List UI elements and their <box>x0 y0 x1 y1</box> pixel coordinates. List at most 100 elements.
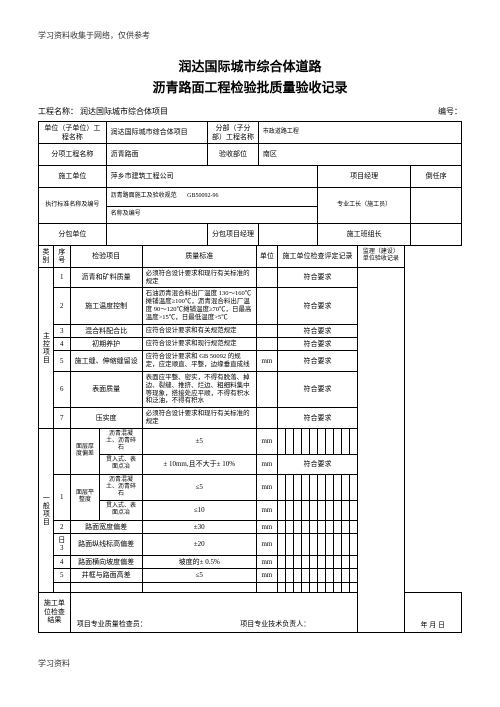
duty-label: 倒任序 <box>411 166 462 188</box>
team-leader-label: 施工班组长 <box>318 224 411 246</box>
table-cell: 施工缝、伸缩缝留设 <box>70 351 142 372</box>
table-cell: ±20 <box>142 533 256 555</box>
table-cell: 应符合设计要求和现行规范规定 <box>142 337 256 350</box>
table-cell: 路面纵线标高偏差 <box>70 533 142 555</box>
table-row: 6 <box>53 371 70 407</box>
table-cell: 路面宽度偏差 <box>70 520 142 533</box>
exec-std-code: GB50092-96 <box>187 193 218 199</box>
table-row: 4 <box>53 337 70 350</box>
contractor-label: 施工单位 <box>39 166 107 188</box>
sub-label: 分部（子分部）工程名称 <box>208 122 259 144</box>
header-note: 学习资料收集于网络，仅供参考 <box>38 30 462 41</box>
table-cell: ≤5 <box>142 569 256 582</box>
pq-inspector-label: 项目专业质量检查员： <box>77 620 147 628</box>
exec-std-label: 执行标准名称及编号 <box>39 188 107 224</box>
subcon-pm-label: 分包项目经理 <box>208 224 259 246</box>
unit-label: 单位（子单位）工程名称 <box>39 122 107 144</box>
hdr-seq: 序号 <box>53 246 70 268</box>
table-cell: 符合要求 <box>277 288 357 324</box>
meta-row: 工程名称： 润达国际城市综合体项目 编号： <box>38 106 462 117</box>
layer-group: 面层厚度偏差 <box>70 428 100 474</box>
project-label: 工程名称： <box>38 107 78 116</box>
table-cell: 表面应平整、密实，不得有脱落、掉边、裂缝、推挤、烂边、粗细料集中等现象，搭接处应… <box>142 371 256 407</box>
table-cell: 压实度 <box>70 408 142 429</box>
table-cell: mm <box>256 474 277 501</box>
table-cell: mm <box>256 569 277 582</box>
table-cell: ≤10 <box>142 501 256 520</box>
table-cell: 符合要求 <box>277 324 357 337</box>
pt-leader-label: 项目专业技术负责人： <box>240 620 310 628</box>
name-num-label: 名称及编号 <box>106 207 317 224</box>
table-cell <box>256 371 277 407</box>
contractor-value: 萍乡市建筑工程公司 <box>106 166 317 188</box>
item-label: 分项工程名称 <box>39 144 107 166</box>
table-cell: 符合要求 <box>277 267 357 288</box>
table-row: 1 <box>53 267 70 288</box>
table-cell: 路面横向坡度偏差 <box>70 555 142 568</box>
table-row: 3 <box>53 324 70 337</box>
table-cell: 符合要求 <box>277 337 357 350</box>
table-cell: ± 10mm,且不大于± 10% <box>142 455 256 474</box>
table-row: 4 <box>53 555 70 568</box>
table-cell <box>256 324 277 337</box>
table-cell: mm <box>256 428 277 455</box>
table-row: 日3 <box>53 533 70 555</box>
inspection-table: 类别 序号 检验项目 质量标准 单位 施工单位检查评定记录 监理（建设）单位验收… <box>38 245 462 633</box>
table-cell <box>256 267 277 288</box>
table-row: 2 <box>53 520 70 533</box>
unit-value: 润达国际城市综合体项目 <box>106 122 208 144</box>
hdr-record: 施工单位检查评定记录 <box>277 246 357 268</box>
hdr-inspect: 检验项目 <box>70 246 142 268</box>
table-cell: 沥青混凝土、沥青碎石 <box>100 474 142 501</box>
hdr-unit: 单位 <box>256 246 277 268</box>
date-label: 年 月 日 <box>404 592 461 632</box>
table-cell: 应符合设计要求和有关规范规定 <box>142 324 256 337</box>
title-line1: 润达国际城市综合体道路 <box>38 56 462 75</box>
table-cell <box>256 288 277 324</box>
table-cell: mm <box>256 351 277 372</box>
table-cell: 贯入式、表面点冶 <box>100 455 142 474</box>
exec-std-name: 沥青路面施工及验收规范 <box>111 193 177 199</box>
table-cell: 混合料配合比 <box>70 324 142 337</box>
hdr-category: 类别 <box>39 246 54 268</box>
subcon-label: 分包单位 <box>39 224 107 246</box>
table-cell: 符合要求 <box>277 408 357 429</box>
info-table: 单位（子单位）工程名称 润达国际城市综合体项目 分部（子分部）工程名称 市政道路… <box>38 121 462 246</box>
item-value: 沥青路面 <box>106 144 208 166</box>
table-cell: 贯入式、表面点冶 <box>100 501 142 520</box>
table-row: 5 <box>53 569 70 582</box>
table-cell: 初期养护 <box>70 337 142 350</box>
unit-check-label: 施工单位检查结果 <box>39 592 71 632</box>
table-cell: 石油沥青混合料出厂温度 130～160℃摊铺温度≥100℃，沥青混合料出厂温度 … <box>142 288 256 324</box>
table-cell: mm <box>256 533 277 555</box>
table-cell: 施工温度控制 <box>70 288 142 324</box>
table-row <box>53 428 70 474</box>
table-cell: 必须符合设计要求和现行有关标准的规定 <box>142 267 256 288</box>
table-cell: mm <box>256 555 277 568</box>
table-cell: 符合要求 <box>277 455 357 474</box>
table-cell: 井框与路面高差 <box>70 569 142 582</box>
table-cell <box>256 408 277 429</box>
table-row: 2 <box>53 288 70 324</box>
serial-label: 编号： <box>438 107 462 116</box>
table-cell: 应符合设计要求和 GB 50092 的规定，应定顺直、平整，边缘垂直成线 <box>142 351 256 372</box>
table-cell: ≤5 <box>142 474 256 501</box>
table-cell: 沥青和矿料质量 <box>70 267 142 288</box>
table-cell: mm <box>256 501 277 520</box>
table-cell: ±30 <box>142 520 256 533</box>
flat-group: 面层平整度 <box>70 474 100 520</box>
pm-label: 项目经理 <box>318 166 411 188</box>
table-cell: 沥青混凝土、沥青碎石 <box>100 428 142 455</box>
master-label: 主控项目 <box>42 332 50 364</box>
table-cell: 必须符合设计要求和现行有关标准的规定 <box>142 408 256 429</box>
project-name: 润达国际城市综合体项目 <box>80 107 168 116</box>
table-cell <box>256 337 277 350</box>
section-label: 验收部位 <box>208 144 259 166</box>
hdr-std: 质量标准 <box>142 246 256 268</box>
table-cell: mm <box>256 520 277 533</box>
table-cell: ±5 <box>142 428 256 455</box>
title-line2: 沥青路面工程检验批质量验收记录 <box>38 77 462 96</box>
general-label: 一般项目 <box>42 494 50 526</box>
table-row: 7 <box>53 408 70 429</box>
section-value: 南区 <box>258 144 461 166</box>
